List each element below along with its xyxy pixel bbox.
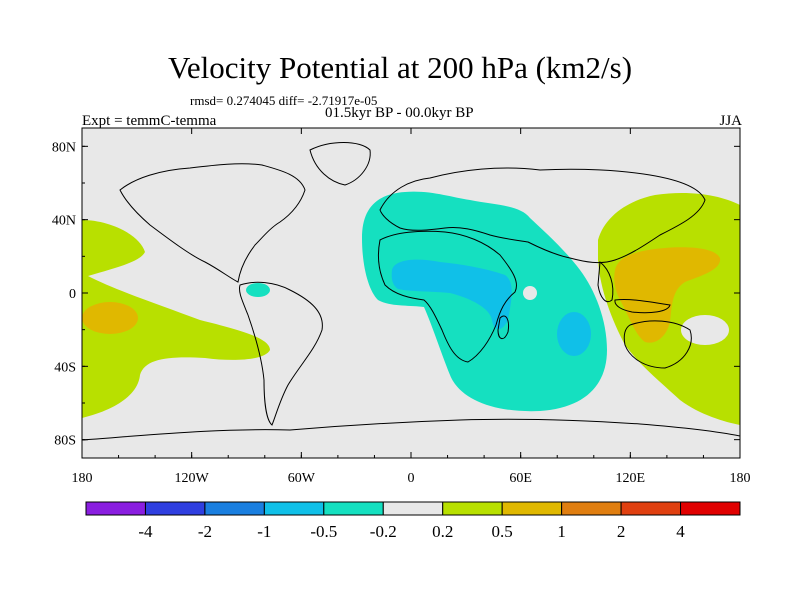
- colorbar-label: -0.2: [370, 522, 397, 541]
- east-africa-core-region: [391, 259, 512, 330]
- x-axis-ticks: 180 120W 60W 0 60E 120E 180: [72, 128, 751, 486]
- colorbar-label: -4: [138, 522, 153, 541]
- y-axis-ticks: 80N 40N 0 40S 80S: [52, 140, 740, 449]
- x-tick-label: 60W: [288, 471, 316, 486]
- x-tick-label: 120W: [175, 471, 210, 486]
- stats-line: rmsd= 0.274045 diff= -2.71917e-05: [190, 93, 378, 108]
- x-tick-label: 120E: [616, 471, 646, 486]
- season-label: JJA: [719, 113, 742, 129]
- antarctica-coast: [82, 418, 740, 441]
- colorbar-swatch: [204, 501, 265, 516]
- zero-hole-east-africa: [523, 286, 537, 300]
- west-pacific-core-region: [614, 247, 721, 343]
- central-pacific-core-region: [82, 302, 138, 334]
- chart-title: Velocity Potential at 200 hPa (km2/s): [167, 50, 633, 85]
- colorbar-swatch: [561, 501, 622, 516]
- coastlines: [82, 142, 740, 441]
- colorbar-label: -1: [257, 522, 271, 541]
- period-label: 01.5kyr BP - 00.0kyr BP: [325, 105, 474, 121]
- greenland-coast: [309, 142, 371, 186]
- contour-fill-layer: [82, 142, 740, 441]
- x-tick-label: 60E: [509, 471, 532, 486]
- australia-coast: [623, 320, 692, 369]
- colorbar-label: 4: [676, 522, 685, 541]
- y-tick-label: 40S: [54, 360, 76, 375]
- y-tick-label: 0: [69, 287, 76, 302]
- africa-coast: [377, 230, 517, 363]
- colorbar-swatch: [680, 501, 741, 516]
- indochina-coast: [597, 261, 614, 303]
- colorbar-swatch: [620, 501, 682, 516]
- colorbar-swatch: [323, 501, 384, 516]
- x-tick-label: 180: [72, 471, 93, 486]
- dateline-positive-region: [82, 220, 270, 418]
- colorbar-label: 2: [617, 522, 626, 541]
- colorbar-swatch: [501, 501, 563, 516]
- colorbar-swatch: [382, 501, 444, 516]
- zero-hole-west-pacific: [681, 315, 729, 345]
- colorbar-swatch: [442, 501, 503, 516]
- colorbar-swatch: [85, 501, 146, 516]
- x-tick-label: 0: [408, 471, 415, 486]
- south-america-negative-blob: [246, 283, 270, 297]
- colorbar-swatch: [144, 501, 206, 516]
- south-indian-core-region: [557, 312, 591, 356]
- x-tick-label: 180: [730, 471, 751, 486]
- colorbar-label: 0.2: [432, 522, 453, 541]
- colorbar-label: -2: [198, 522, 212, 541]
- madagascar-coast: [497, 315, 509, 339]
- colorbar-label: 0.5: [492, 522, 513, 541]
- experiment-label: Expt = temmC-temma: [82, 113, 217, 129]
- y-tick-label: 80N: [52, 140, 76, 155]
- maritime-continent-coast: [614, 299, 671, 314]
- colorbar-swatch: [263, 501, 325, 516]
- y-tick-label: 40N: [52, 214, 76, 229]
- south-america-coast: [239, 281, 323, 426]
- y-tick-label: 80S: [54, 434, 76, 449]
- colorbar-label: -0.5: [310, 522, 337, 541]
- north-america-coast: [119, 163, 306, 283]
- colorbar: -4 -2 -1 -0.5 -0.2 0.2 0.5 1 2 4: [85, 501, 741, 541]
- europe-asia-coast: [379, 167, 706, 264]
- colorbar-label: 1: [557, 522, 566, 541]
